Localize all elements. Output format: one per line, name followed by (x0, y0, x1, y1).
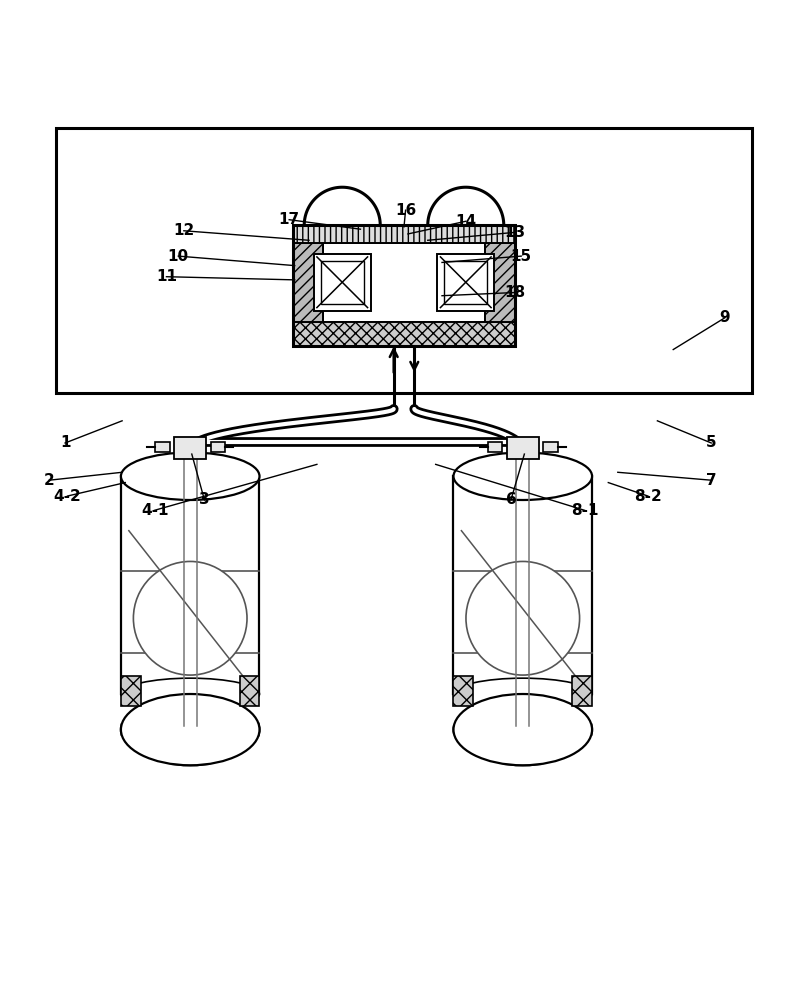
Bar (293, 243, 323, 322)
Bar (121, 694, 259, 765)
Text: 6: 6 (506, 492, 516, 508)
Bar (437, 254, 494, 311)
Text: 4-1: 4-1 (141, 503, 168, 518)
Bar (453, 694, 592, 765)
Bar (121, 676, 141, 706)
Ellipse shape (453, 694, 592, 765)
Text: 7: 7 (706, 473, 717, 488)
Bar (488, 442, 503, 452)
Text: 5: 5 (706, 435, 717, 450)
Bar (211, 442, 225, 452)
Ellipse shape (121, 694, 259, 765)
Ellipse shape (121, 694, 259, 765)
Text: 8-1: 8-1 (570, 503, 598, 518)
Bar (323, 243, 485, 322)
Bar (240, 676, 259, 706)
Text: 4-2: 4-2 (53, 489, 82, 504)
Bar (453, 476, 592, 694)
Bar (155, 442, 170, 452)
Bar (572, 676, 592, 706)
Circle shape (133, 561, 247, 675)
Text: 11: 11 (156, 269, 177, 284)
Bar (543, 442, 558, 452)
Bar (485, 243, 515, 322)
Bar (321, 261, 364, 304)
Bar (121, 476, 259, 694)
Bar (293, 322, 515, 346)
Text: 1: 1 (60, 435, 70, 450)
Text: 12: 12 (173, 223, 195, 238)
Text: 9: 9 (719, 310, 730, 325)
Ellipse shape (453, 452, 592, 500)
Text: 16: 16 (395, 203, 416, 218)
Circle shape (466, 561, 579, 675)
Text: 17: 17 (279, 212, 300, 227)
Text: 2: 2 (44, 473, 55, 488)
Bar (293, 225, 515, 243)
Text: 3: 3 (199, 492, 210, 508)
Ellipse shape (453, 678, 592, 710)
Bar (56, 128, 752, 393)
Bar (507, 437, 539, 459)
Bar (444, 261, 487, 304)
Text: 14: 14 (455, 214, 477, 229)
Bar (293, 225, 515, 346)
Bar (453, 676, 473, 706)
Ellipse shape (121, 678, 259, 710)
Text: 13: 13 (504, 225, 525, 240)
Ellipse shape (453, 694, 592, 765)
Ellipse shape (121, 452, 259, 500)
Bar (175, 437, 206, 459)
Text: 8-2: 8-2 (634, 489, 662, 504)
Text: 18: 18 (504, 285, 525, 300)
Text: 15: 15 (511, 249, 532, 264)
Text: 10: 10 (168, 249, 189, 264)
Bar (314, 254, 371, 311)
